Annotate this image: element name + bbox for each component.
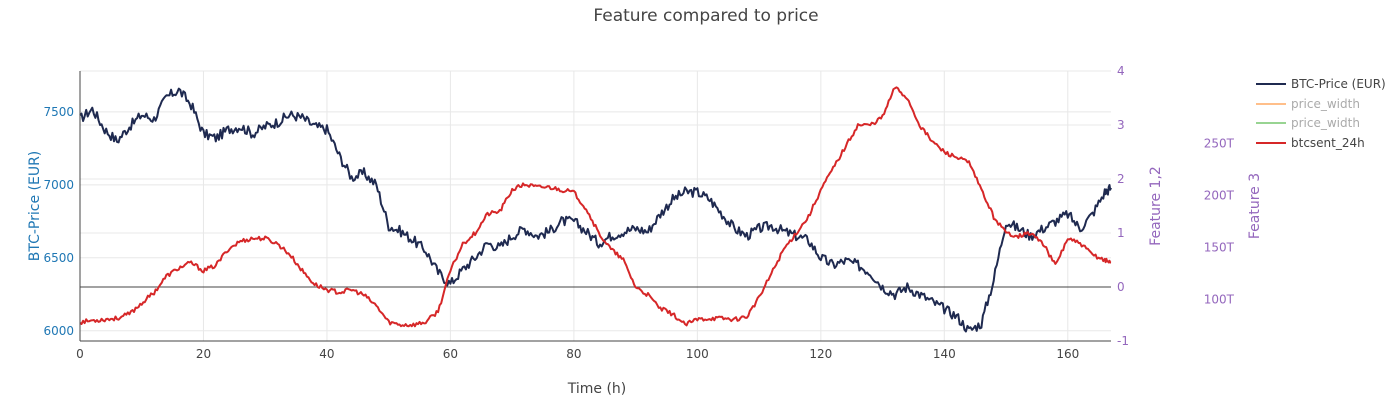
tick-layer: 0 20 40 60 80 100 120 140 160 6000 6500 7000 7500 -1 0…	[43, 64, 1234, 361]
series-layer	[79, 86, 1112, 333]
y-left-tick-label-0: 6000	[43, 324, 74, 338]
legend: BTC-Price (EUR) price_width price_width …	[1256, 77, 1386, 150]
y-axis-right2-title: Feature 3	[1247, 173, 1263, 239]
y-right2-tick-label-2: 200T	[1204, 189, 1235, 203]
y-right1-tick-label-1: 0	[1117, 280, 1125, 294]
x-tick-label-0: 0	[76, 347, 84, 361]
x-tick-label-4: 80	[566, 347, 581, 361]
legend-item-price-width-1[interactable]: price_width	[1256, 97, 1360, 111]
grid-layer	[79, 70, 1111, 342]
y-axis-left-title: BTC-Price (EUR)	[27, 151, 43, 262]
legend-label-sentiment: btcsent_24h	[1291, 136, 1365, 150]
y-right2-tick-label-3: 250T	[1204, 137, 1235, 151]
legend-label-price-width-1: price_width	[1291, 97, 1360, 111]
x-tick-label-1: 20	[196, 347, 211, 361]
x-tick-label-7: 140	[933, 347, 956, 361]
y-right1-tick-label-5: 4	[1117, 64, 1125, 78]
y-right1-tick-label-4: 3	[1117, 118, 1125, 132]
y-left-tick-label-3: 7500	[43, 105, 74, 119]
axes-layer	[79, 71, 1111, 342]
legend-item-price[interactable]: BTC-Price (EUR)	[1256, 77, 1386, 91]
y-right1-tick-label-0: -1	[1117, 334, 1129, 348]
y-right2-tick-label-1: 150T	[1204, 241, 1235, 255]
x-tick-label-2: 40	[319, 347, 334, 361]
legend-item-price-width-2[interactable]: price_width	[1256, 116, 1360, 130]
y-left-tick-label-2: 7000	[43, 178, 74, 192]
legend-item-sentiment[interactable]: btcsent_24h	[1256, 136, 1365, 150]
y-right1-tick-label-2: 1	[1117, 226, 1125, 240]
y-axis-right1-title: Feature 1,2	[1148, 166, 1164, 246]
legend-label-price-width-2: price_width	[1291, 116, 1360, 130]
y-right2-tick-label-0: 100T	[1204, 292, 1235, 306]
series-line-btc-price	[79, 87, 1112, 333]
x-axis-title: Time (h)	[567, 381, 627, 397]
x-tick-label-6: 120	[809, 347, 832, 361]
y-left-tick-label-1: 6500	[43, 251, 74, 265]
legend-label-price: BTC-Price (EUR)	[1291, 77, 1386, 91]
x-tick-label-8: 160	[1056, 347, 1079, 361]
chart-title: Feature compared to price	[593, 6, 818, 26]
y-right1-tick-label-3: 2	[1117, 172, 1125, 186]
x-tick-label-5: 100	[686, 347, 709, 361]
series-line-btcsent-24h	[79, 86, 1112, 328]
x-tick-label-3: 60	[443, 347, 458, 361]
